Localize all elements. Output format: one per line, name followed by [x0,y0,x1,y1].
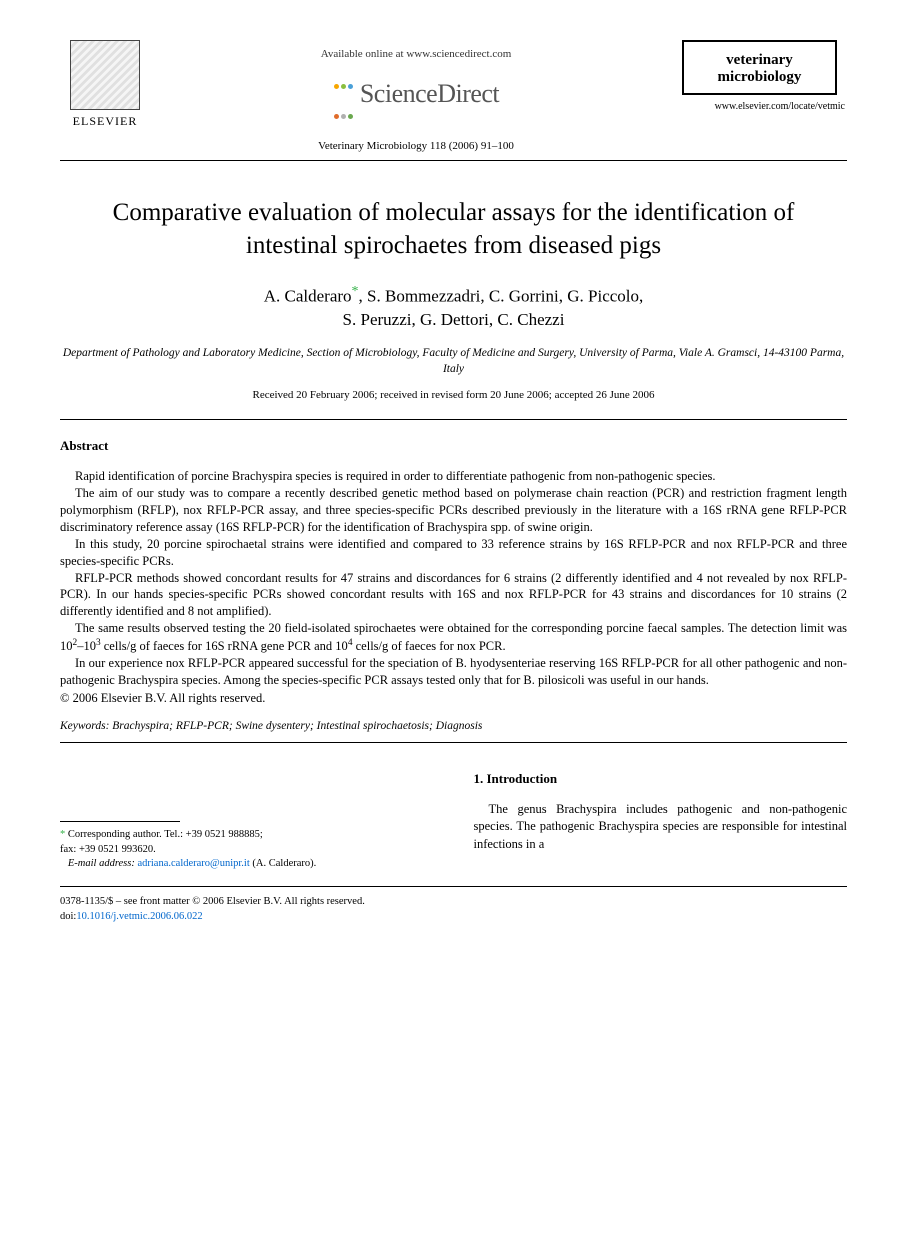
abstract-p5c: cells/g of faeces for 16S rRNA gene PCR … [101,639,348,653]
footnote-rule [60,821,180,822]
abstract-p5b: –10 [77,639,96,653]
keywords-text: Brachyspira; RFLP-PCR; Swine dysentery; … [109,720,482,732]
abstract-p1: Rapid identification of porcine Brachysp… [60,468,847,485]
elsevier-tree-icon [70,40,140,110]
header-center: Available online at www.sciencedirect.co… [150,40,682,152]
abstract-bottom-rule [60,742,847,743]
author-primary: A. Calderaro [264,287,352,306]
abstract-p2: The aim of our study was to compare a re… [60,485,847,536]
right-column: 1. Introduction The genus Brachyspira in… [474,771,848,872]
footer-front-matter: 0378-1135/$ – see front matter © 2006 El… [60,895,847,910]
citation-line: Veterinary Microbiology 118 (2006) 91–10… [150,140,682,152]
authors-rest-line1: , S. Bommezzadri, C. Gorrini, G. Piccolo… [359,287,644,306]
article-dates: Received 20 February 2006; received in r… [60,389,847,401]
footnote-fax: fax: +39 0521 993620. [60,844,156,855]
abstract-copyright: © 2006 Elsevier B.V. All rights reserved… [60,691,847,706]
doi-link[interactable]: 10.1016/j.vetmic.2006.06.022 [76,911,202,922]
footnote-email-label: E-mail address: [68,858,135,869]
keywords-line: Keywords: Brachyspira; RFLP-PCR; Swine d… [60,720,847,732]
journal-box: veterinary microbiology [682,40,837,95]
header-right: veterinary microbiology www.elsevier.com… [682,40,847,112]
abstract-section: Abstract Rapid identification of porcine… [60,438,847,706]
footnote-email-paren: (A. Calderaro). [250,858,316,869]
header-rule [60,160,847,161]
abstract-p5: The same results observed testing the 20… [60,620,847,655]
authors-line2: S. Peruzzi, G. Dettori, C. Chezzi [343,310,565,329]
journal-url: www.elsevier.com/locate/vetmic [682,101,845,112]
elsevier-label: ELSEVIER [73,114,138,129]
sciencedirect-logo: ScienceDirect [150,66,682,126]
page-footer: 0378-1135/$ – see front matter © 2006 El… [60,895,847,924]
abstract-top-rule [60,419,847,420]
sciencedirect-dots-icon [333,66,354,126]
abstract-p6: In our experience nox RFLP-PCR appeared … [60,655,847,689]
abstract-p4: RFLP-PCR methods showed concordant resul… [60,570,847,621]
authors-block: A. Calderaro*, S. Bommezzadri, C. Gorrin… [60,282,847,332]
journal-title-line2: microbiology [692,69,827,86]
introduction-heading: 1. Introduction [474,771,848,787]
footnote-star-icon: * [60,829,65,840]
abstract-heading: Abstract [60,438,847,454]
abstract-p3: In this study, 20 porcine spirochaetal s… [60,536,847,570]
keywords-label: Keywords: [60,720,109,732]
paper-title: Comparative evaluation of molecular assa… [80,197,827,262]
footnote-corr: Corresponding author. Tel.: +39 0521 988… [68,829,263,840]
doi-label: doi: [60,911,76,922]
corresponding-footnote: * Corresponding author. Tel.: +39 0521 9… [60,828,434,872]
email-link[interactable]: adriana.calderaro@unipr.it [137,858,249,869]
available-online-text: Available online at www.sciencedirect.co… [150,48,682,60]
footer-rule [60,886,847,887]
elsevier-logo-block: ELSEVIER [60,40,150,129]
corresponding-star-icon: * [352,284,359,299]
journal-title-line1: veterinary [692,52,827,69]
page-header: ELSEVIER Available online at www.science… [60,40,847,152]
left-column: * Corresponding author. Tel.: +39 0521 9… [60,771,434,872]
sciencedirect-text: ScienceDirect [360,79,499,108]
body-columns: * Corresponding author. Tel.: +39 0521 9… [60,771,847,872]
abstract-p5d: cells/g of faeces for nox PCR. [353,639,506,653]
affiliation: Department of Pathology and Laboratory M… [60,346,847,377]
introduction-p1: The genus Brachyspira includes pathogeni… [474,801,848,854]
